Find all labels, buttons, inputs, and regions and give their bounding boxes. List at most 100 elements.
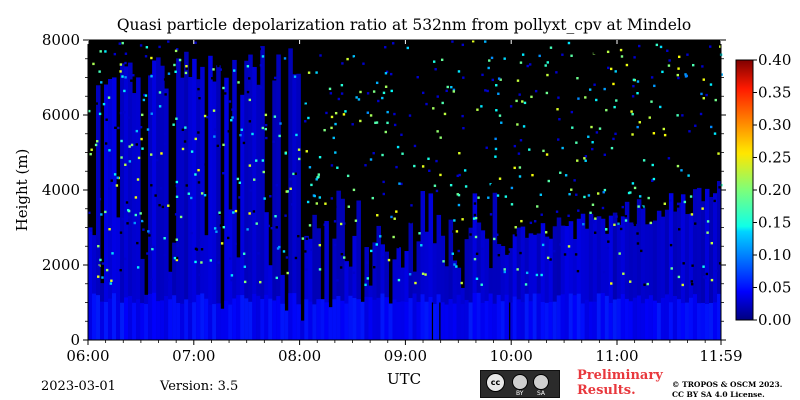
speckle-cell [433, 184, 437, 187]
speckle-cell [330, 197, 334, 200]
speckle-cell [694, 124, 697, 127]
data-column [568, 221, 574, 340]
speckle-cell [178, 58, 182, 62]
data-column [204, 235, 209, 340]
speckle-cell [680, 44, 683, 47]
speckle-cell [702, 265, 705, 268]
speckle-cell [411, 178, 415, 181]
speckle-cell [453, 219, 456, 222]
speckle-cell [150, 184, 153, 187]
speckle-cell [251, 132, 254, 136]
speckle-cell [304, 102, 307, 105]
colorbar-tick-label: 0.30 [758, 116, 791, 134]
speckle-cell [323, 128, 326, 132]
speckle-cell [449, 183, 453, 187]
data-column [248, 54, 253, 341]
aerosol-layer-cell [308, 301, 313, 340]
data-column [376, 225, 381, 340]
speckle-cell [605, 108, 608, 112]
data-column [384, 251, 389, 340]
speckle-cell [306, 200, 310, 204]
data-column [288, 48, 293, 341]
speckle-cell [676, 114, 679, 117]
speckle-cell [163, 237, 166, 240]
y-axis: 0 2000 4000 6000 8000 [42, 31, 726, 349]
aerosol-layer-cell [244, 298, 249, 340]
speckle-cell [139, 126, 143, 129]
speckle-cell [561, 53, 564, 56]
speckle-cell [495, 84, 498, 87]
speckle-cell [532, 79, 535, 82]
speckle-cell [515, 99, 518, 103]
speckle-cell [709, 125, 713, 129]
data-column [584, 228, 590, 340]
speckle-cell [680, 107, 683, 110]
aerosol-layer-cell [616, 298, 622, 340]
data-column [228, 209, 233, 340]
speckle-cell [352, 55, 356, 58]
speckle-cell [570, 110, 574, 114]
speckle-cell [382, 180, 385, 184]
heatmap-field [88, 40, 723, 341]
speckle-cell [591, 147, 594, 151]
speckle-cell [282, 207, 285, 211]
speckle-cell [142, 218, 146, 221]
speckle-cell [184, 126, 187, 129]
speckle-cell [632, 78, 636, 82]
data-column [512, 234, 518, 340]
speckle-cell [598, 80, 602, 83]
speckle-cell [173, 63, 176, 67]
speckle-cell [387, 258, 391, 262]
speckle-cell [632, 84, 635, 88]
speckle-cell [304, 120, 307, 123]
speckle-cell [175, 258, 179, 262]
speckle-cell [706, 231, 709, 234]
speckle-cell [184, 71, 188, 75]
speckle-cell [246, 228, 249, 231]
data-column [216, 65, 221, 340]
speckle-cell [374, 121, 377, 125]
speckle-cell [347, 205, 351, 208]
speckle-cell [144, 55, 148, 58]
speckle-cell [217, 261, 220, 264]
cc-license-badge[interactable]: cc BY SA [480, 370, 560, 398]
speckle-cell [218, 212, 222, 216]
data-column [260, 46, 265, 341]
speckle-cell [553, 76, 556, 79]
speckle-cell [694, 222, 697, 225]
speckle-cell [489, 235, 492, 238]
speckle-cell [372, 90, 376, 93]
colorbar-tick-label: 0.35 [758, 84, 791, 102]
speckle-cell [413, 164, 416, 168]
data-column [560, 225, 566, 340]
speckle-cell [575, 193, 578, 196]
speckle-cell [222, 226, 226, 229]
speckle-cell [211, 77, 214, 80]
speckle-cell [175, 184, 179, 188]
data-column [688, 213, 694, 340]
aerosol-layer-cell [712, 302, 718, 340]
speckle-cell [279, 122, 282, 125]
speckle-cell [534, 89, 538, 93]
data-column [640, 207, 646, 340]
speckle-cell [719, 45, 722, 48]
speckle-cell [183, 140, 187, 143]
aerosol-layer-cell [540, 302, 546, 340]
speckle-cell [555, 210, 559, 213]
speckle-cell [653, 84, 656, 88]
aerosol-layer-cell [224, 300, 229, 340]
speckle-cell [315, 202, 319, 205]
speckle-cell [630, 110, 633, 113]
speckle-cell [240, 128, 243, 131]
data-column [564, 226, 570, 340]
data-column [696, 187, 702, 340]
speckle-cell [356, 195, 360, 199]
y-tick-label: 4000 [42, 181, 80, 199]
speckle-cell [484, 89, 487, 92]
data-column [432, 243, 438, 340]
speckle-cell [384, 85, 388, 88]
speckle-cell [278, 245, 281, 249]
speckle-cell [627, 191, 631, 195]
speckle-cell [549, 258, 552, 261]
speckle-cell [167, 72, 171, 75]
